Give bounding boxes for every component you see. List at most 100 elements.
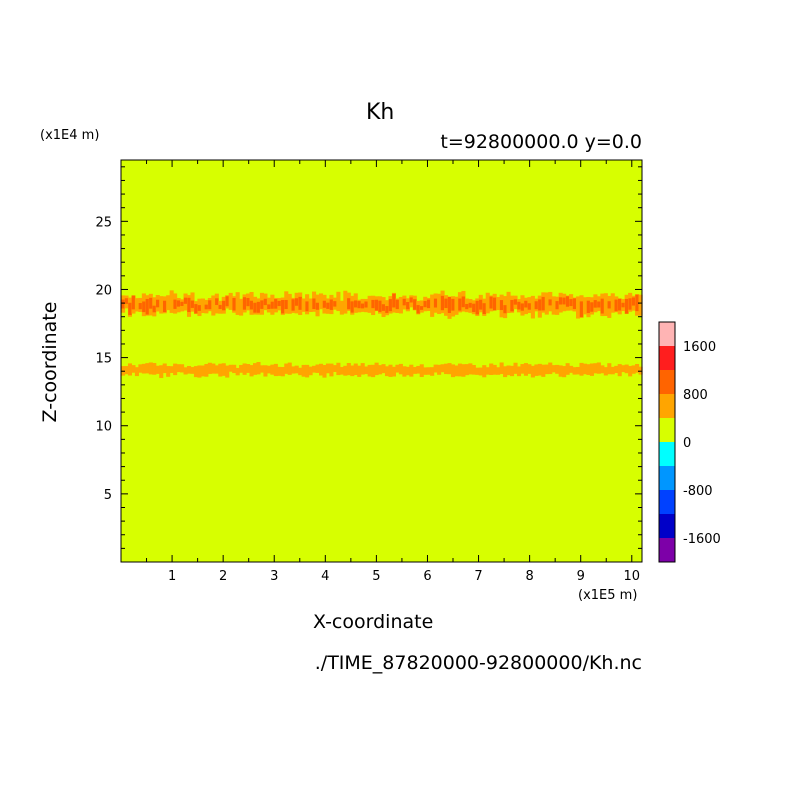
lower-band-cell	[270, 364, 275, 375]
lower-band-cell	[315, 364, 320, 373]
lower-band-cell	[513, 362, 518, 374]
y-tick-label: 10	[95, 420, 112, 435]
lower-band-cell	[246, 364, 251, 373]
upper-band-cell	[281, 300, 285, 314]
upper-band-cell	[461, 296, 466, 308]
y-tick-label: 15	[95, 352, 112, 367]
upper-band-cell	[458, 298, 462, 311]
lower-band-cell	[576, 366, 581, 375]
lower-band-cell	[211, 363, 216, 374]
colorbar-tick-label: -800	[683, 484, 713, 499]
lower-band-cell	[353, 363, 358, 376]
upper-band-cell	[472, 303, 476, 312]
upper-band-cell	[367, 295, 372, 313]
upper-band-cell	[350, 301, 355, 313]
chart-subtitle: t=92800000.0 y=0.0	[440, 131, 642, 153]
lower-band-cell	[183, 367, 188, 375]
lower-band-cell	[207, 362, 212, 374]
upper-band-cell	[333, 301, 337, 307]
lower-band-cell	[145, 363, 150, 374]
x-tick-label: 6	[423, 569, 431, 584]
upper-band-cell	[551, 296, 556, 315]
upper-band-cell	[124, 298, 129, 304]
upper-band-cell	[360, 303, 365, 309]
lower-band-cell	[593, 363, 598, 374]
upper-band-cell	[603, 293, 608, 316]
upper-band-cell	[347, 298, 351, 310]
colorbar-tick-label: 0	[683, 436, 691, 451]
lower-band-cell	[624, 364, 629, 374]
x-tick-label: 9	[577, 569, 585, 584]
lower-band-cell	[287, 362, 292, 375]
upper-band-cell	[183, 297, 188, 304]
upper-band-cell	[482, 303, 486, 315]
upper-band-cell	[145, 298, 150, 315]
lower-band-cell	[548, 362, 553, 375]
upper-band-cell	[291, 299, 295, 311]
upper-band-cell	[197, 305, 202, 311]
lower-band-cell	[398, 363, 403, 375]
upper-band-cell	[492, 297, 497, 311]
lower-band-cell	[371, 364, 376, 378]
lower-band-cell	[572, 367, 577, 375]
upper-band-cell	[607, 301, 612, 309]
upper-band-cell	[454, 296, 459, 315]
lower-band-cell	[447, 363, 452, 375]
upper-band-cell	[166, 295, 171, 311]
lower-band-cell	[162, 363, 167, 374]
upper-band-cell	[468, 302, 473, 308]
upper-band-cell	[433, 298, 438, 308]
colorbar-swatch	[659, 442, 675, 466]
lower-band-cell	[273, 363, 278, 377]
upper-band-cell	[187, 297, 191, 313]
lower-band-cell	[631, 365, 636, 374]
lower-band-cell	[496, 367, 501, 375]
upper-band-cell	[222, 300, 226, 311]
lower-band-cell	[499, 362, 504, 375]
lower-band-cell	[190, 367, 195, 374]
lower-band-cell	[475, 367, 480, 375]
lower-band-cell	[180, 364, 185, 373]
colorbar-swatch	[659, 538, 675, 562]
upper-band-cell	[294, 298, 299, 306]
upper-band-cell	[357, 301, 361, 309]
upper-band-cell	[343, 290, 348, 314]
upper-band-cell	[128, 302, 132, 315]
upper-band-cell	[235, 292, 240, 315]
lower-band-cell	[478, 367, 483, 376]
upper-band-cell	[204, 304, 209, 310]
lower-band	[121, 361, 643, 379]
lower-band-cell	[503, 366, 508, 378]
upper-band-cell	[218, 304, 223, 309]
upper-band-cell	[409, 297, 414, 303]
upper-band-cell	[506, 291, 511, 314]
upper-band-cell	[326, 302, 330, 309]
upper-band-cell	[159, 296, 164, 314]
upper-band-cell	[298, 296, 302, 310]
lower-band-cell	[381, 364, 386, 374]
lower-band-cell	[367, 364, 372, 377]
lower-band-cell	[159, 365, 164, 379]
colorbar-swatch	[659, 418, 675, 442]
lower-band-cell	[430, 367, 435, 376]
upper-band	[121, 290, 643, 319]
lower-band-cell	[440, 364, 445, 373]
lower-band-cell	[562, 366, 567, 378]
upper-band-cell	[562, 297, 566, 305]
upper-band-cell	[548, 299, 552, 306]
lower-band-cell	[263, 365, 268, 377]
colorbar-swatch	[659, 394, 675, 418]
x-tick-label: 2	[219, 569, 227, 584]
upper-band-cell	[499, 300, 504, 311]
lower-band-cell	[374, 362, 379, 376]
upper-band-cell	[156, 299, 160, 308]
upper-band-cell	[134, 298, 139, 312]
lower-band-cell	[423, 367, 428, 375]
x-tick-label: 8	[525, 569, 533, 584]
upper-band-cell	[270, 301, 275, 309]
lower-band-cell	[579, 362, 584, 376]
file-path: ./TIME_87820000-92800000/Kh.nc	[314, 652, 642, 674]
upper-band-cell	[597, 301, 601, 308]
colorbar-swatch	[659, 370, 675, 394]
upper-band-cell	[339, 300, 344, 315]
